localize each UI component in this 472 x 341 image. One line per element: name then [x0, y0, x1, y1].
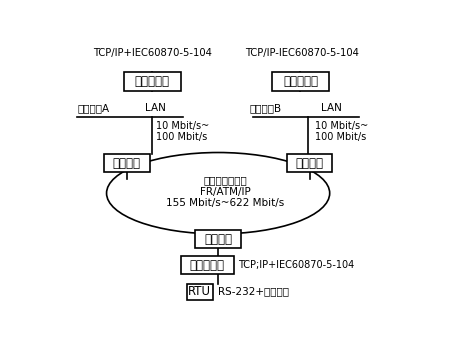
Text: LAN: LAN: [321, 103, 342, 113]
Text: TCP;IP+IEC60870-5-104: TCP;IP+IEC60870-5-104: [238, 260, 354, 270]
Text: 10 Mbit/s~
100 Mbit/s: 10 Mbit/s~ 100 Mbit/s: [315, 121, 368, 142]
Text: 10 Mbit/s~
100 Mbit/s: 10 Mbit/s~ 100 Mbit/s: [156, 121, 209, 142]
FancyBboxPatch shape: [124, 72, 181, 91]
Text: TCP/IP-IEC60870-5-104: TCP/IP-IEC60870-5-104: [245, 48, 359, 58]
Text: 电力系统数据网
FR/ATM/IP
155 Mbit/s~622 Mbit/s: 电力系统数据网 FR/ATM/IP 155 Mbit/s~622 Mbit/s: [166, 175, 285, 208]
FancyBboxPatch shape: [272, 72, 329, 91]
Text: 接入设备: 接入设备: [113, 157, 141, 169]
Text: 接入设备: 接入设备: [295, 157, 324, 169]
FancyBboxPatch shape: [287, 154, 332, 172]
Text: 调度中心B: 调度中心B: [250, 103, 282, 113]
Text: 调度中心A: 调度中心A: [78, 103, 110, 113]
Text: RTU: RTU: [188, 285, 211, 298]
FancyBboxPatch shape: [186, 284, 213, 299]
Text: LAN: LAN: [145, 103, 166, 113]
Text: 协议转换器: 协议转换器: [190, 259, 225, 272]
Text: 网络前置机: 网络前置机: [135, 75, 170, 88]
FancyBboxPatch shape: [104, 154, 150, 172]
Text: RS-232+远动规约: RS-232+远动规约: [218, 286, 289, 296]
FancyBboxPatch shape: [195, 230, 241, 248]
Text: 网络前置机: 网络前置机: [283, 75, 318, 88]
Text: 接入设备: 接入设备: [204, 233, 232, 246]
FancyBboxPatch shape: [181, 256, 234, 275]
Text: TCP/IP+IEC60870-5-104: TCP/IP+IEC60870-5-104: [93, 48, 212, 58]
